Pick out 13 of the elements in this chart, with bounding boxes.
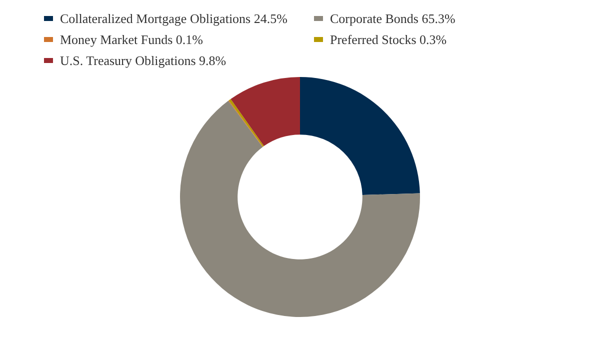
- legend-label: Money Market Funds: [60, 32, 173, 47]
- legend-label: Collateralized Mortgage Obligations: [60, 10, 251, 26]
- data-label: 9.8%: [199, 52, 226, 68]
- data-label: 0.3%: [420, 32, 447, 47]
- donut-slice: [230, 77, 300, 146]
- donut-slice: [300, 77, 420, 196]
- data-label: 0.1%: [176, 32, 204, 47]
- data-label: 65.3%: [422, 10, 456, 26]
- legend-label: U.S. Treasury Obligations: [60, 52, 196, 68]
- donut-slice: [180, 100, 420, 317]
- data-label: 24.5%: [254, 10, 288, 26]
- legend-label: Preferred Stocks: [330, 32, 416, 47]
- legend-label: Corporate Bonds: [330, 10, 418, 26]
